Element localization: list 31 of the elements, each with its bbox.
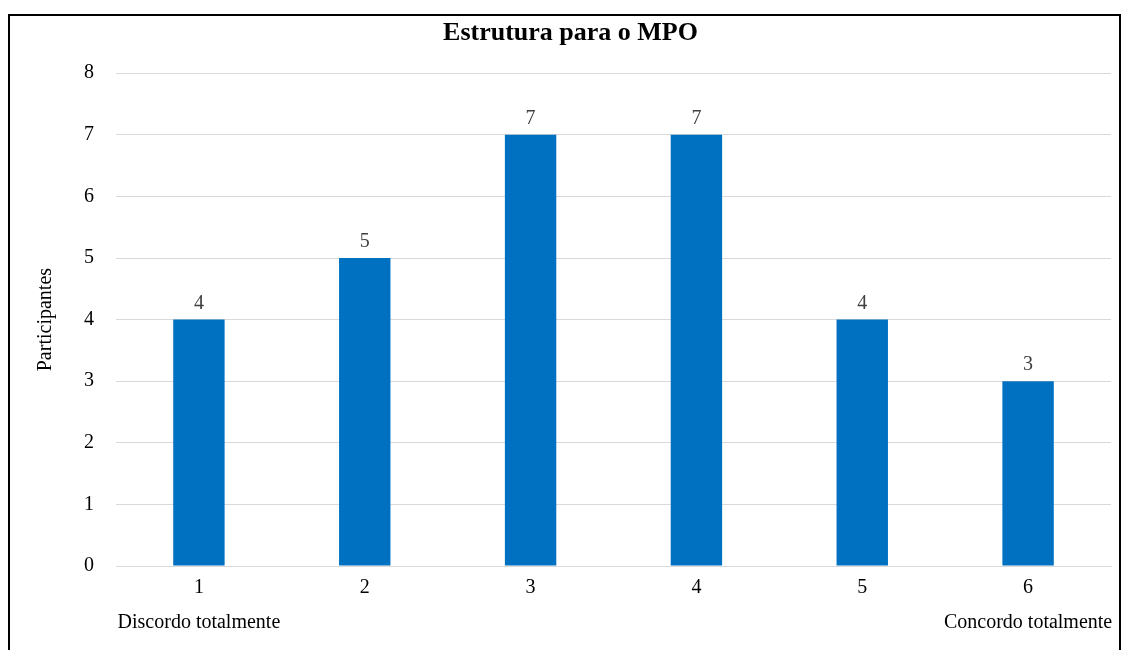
bar bbox=[339, 258, 391, 566]
data-label: 4 bbox=[857, 290, 868, 313]
data-label: 5 bbox=[359, 229, 370, 252]
y-tick-label: 5 bbox=[84, 245, 94, 268]
data-label: 4 bbox=[193, 290, 204, 313]
y-tick-label: 7 bbox=[84, 122, 94, 145]
data-label: 3 bbox=[1023, 352, 1034, 375]
bar bbox=[1002, 381, 1054, 566]
text: Concordo totalmente bbox=[943, 610, 1113, 633]
x-tick-label: 1 bbox=[193, 575, 204, 598]
y-tick-label: 1 bbox=[84, 491, 94, 514]
x-tick-label: 5 bbox=[857, 575, 868, 598]
x-tick-label: 2 bbox=[359, 575, 370, 598]
x-tick-label: 6 bbox=[1023, 575, 1034, 598]
x-tick-label: 4 bbox=[691, 575, 702, 598]
data-label: 7 bbox=[691, 106, 702, 129]
y-tick-label: 3 bbox=[84, 368, 94, 391]
bar bbox=[504, 134, 557, 566]
y-tick-label: 2 bbox=[84, 430, 94, 453]
y-tick-label: 6 bbox=[84, 183, 94, 206]
text: Discordo totalmente bbox=[117, 610, 281, 633]
bar bbox=[836, 319, 888, 566]
y-tick-label: 4 bbox=[84, 306, 94, 329]
y-axis-title: Participantes bbox=[33, 267, 57, 372]
x-tick-label: 3 bbox=[525, 575, 536, 598]
y-tick-label: 0 bbox=[84, 553, 94, 576]
bar bbox=[173, 319, 225, 566]
y-tick-label: 8 bbox=[84, 60, 94, 83]
data-label: 7 bbox=[525, 106, 536, 129]
bar bbox=[670, 134, 723, 566]
chart-title: Estrutura para o MPO bbox=[443, 17, 698, 47]
